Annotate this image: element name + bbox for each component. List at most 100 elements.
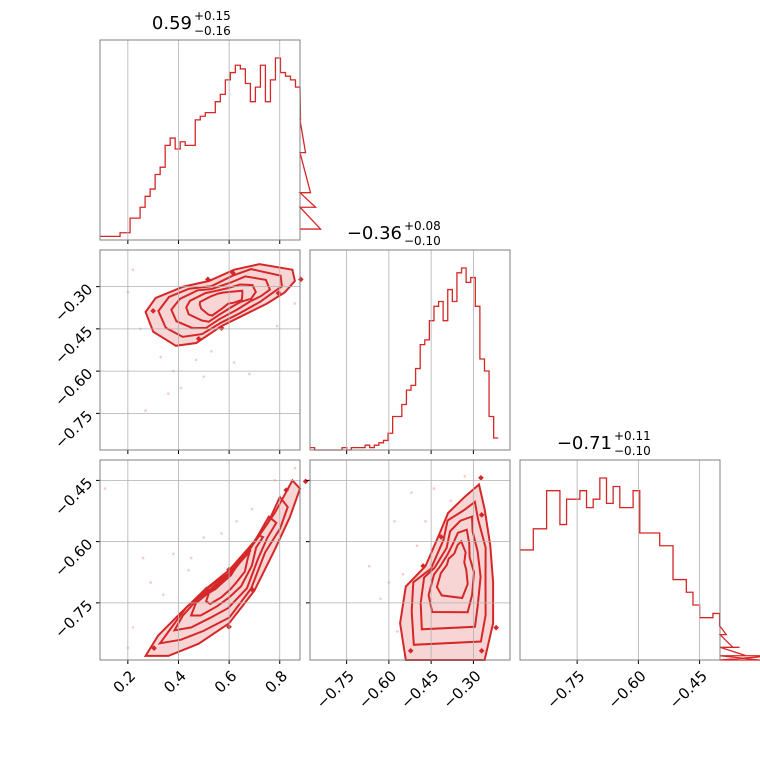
contour-level-1 [157,495,289,645]
scatter-point [463,474,467,478]
panel-frame [309,249,511,451]
histogram-panel-0 [100,57,323,238]
contour-level-4 [198,289,244,317]
panel-frame [99,459,301,661]
param-title-minus-1: −0.10 [404,234,441,248]
contour-blob [283,487,290,494]
scatter-point [144,409,147,412]
tick-label-y: −0.75 [51,596,96,641]
contour-level-1 [157,268,283,338]
scatter-point [424,519,427,523]
scatter-point [202,536,206,539]
scatter-point [166,392,170,396]
scatter-point [432,487,436,490]
panel-frame [99,39,301,241]
scatter-point [410,491,413,495]
tick-label-x: −0.30 [439,667,484,712]
density-fill [145,480,300,656]
scatter-point [367,564,371,568]
scatter-point [449,499,453,503]
histogram-panel-2 [520,477,760,661]
contour-blob [249,586,255,593]
scatter-point [401,572,405,576]
scatter-point [415,544,419,548]
tick-label-x: 0.4 [160,667,190,697]
scatter-point [141,556,145,560]
scatter-point [103,487,107,490]
tick-label-x: −0.60 [604,667,649,712]
scatter-point [247,372,251,376]
density-fill [400,484,494,660]
scatter-point [235,519,239,523]
scatter-point [179,386,183,390]
param-title-minus-0: −0.16 [194,24,231,38]
scatter-point [393,519,396,523]
contour-level-0 [399,482,495,661]
param-title-median-1: −0.36 [347,223,402,244]
param-title-median-0: 0.59 [152,13,192,34]
histogram-panel-1 [310,267,499,451]
scatter-panel-2 [367,474,499,661]
param-title-plus-2: +0.11 [614,429,651,443]
panel-frame [519,459,721,661]
contour-level-2 [170,275,272,330]
contour-level-3 [185,283,257,323]
contour-level-2 [419,515,482,631]
param-title-minus-2: −0.10 [614,444,651,458]
contour-blob [218,325,225,331]
scatter-point [293,466,297,470]
tick-label-y: −0.45 [51,474,96,519]
scatter-point [131,268,135,272]
panel-frame [309,459,511,661]
contour-blob [420,563,426,569]
contour-blob [407,647,414,654]
scatter-point [131,625,135,629]
tick-label-x: −0.75 [543,667,588,712]
scatter-point [395,630,399,633]
tick-label-y: −0.60 [51,535,96,580]
contour-level-4 [435,539,469,600]
contour-blob [302,478,309,485]
histogram-steps-1 [310,267,499,451]
scatter-point [187,568,191,572]
contour-level-1 [410,500,487,646]
scatter-panel-1 [103,466,309,657]
scatter-point [293,302,297,305]
contour-blob [298,276,304,283]
contour-blob [203,586,210,593]
scatter-point [275,324,279,328]
scatter-point [189,556,193,560]
scatter-point [194,358,198,362]
contour-blob [195,335,202,342]
param-title-plus-1: +0.08 [404,219,441,233]
contour-blob [205,276,211,283]
scatter-point [161,593,165,597]
contour-level-4 [204,549,252,606]
contour-blob [438,534,444,540]
scatter-point [379,597,382,601]
param-title-median-2: −0.71 [557,433,612,454]
histogram-steps-2 [520,477,760,661]
tick-label-x: −0.45 [666,667,711,712]
scatter-point [250,507,254,511]
contour-blob [150,308,156,314]
scatter-point [232,361,236,365]
histogram-steps-0 [100,57,323,238]
tick-label-y: −0.75 [51,407,96,452]
contour-level-3 [427,528,476,614]
tick-label-y: −0.60 [51,365,96,410]
scatter-point [172,552,175,556]
scatter-point [209,350,213,353]
scatter-point [159,355,163,359]
contour-level-3 [189,534,265,617]
contour-blob [478,647,485,654]
param-title-plus-0: +0.15 [194,9,231,23]
tick-label-y: −0.45 [51,323,96,368]
scatter-point [149,581,153,584]
density-fill [145,264,295,346]
scatter-point [202,375,206,379]
contour-blob [478,512,485,518]
tick-label-x: −0.60 [355,667,400,712]
